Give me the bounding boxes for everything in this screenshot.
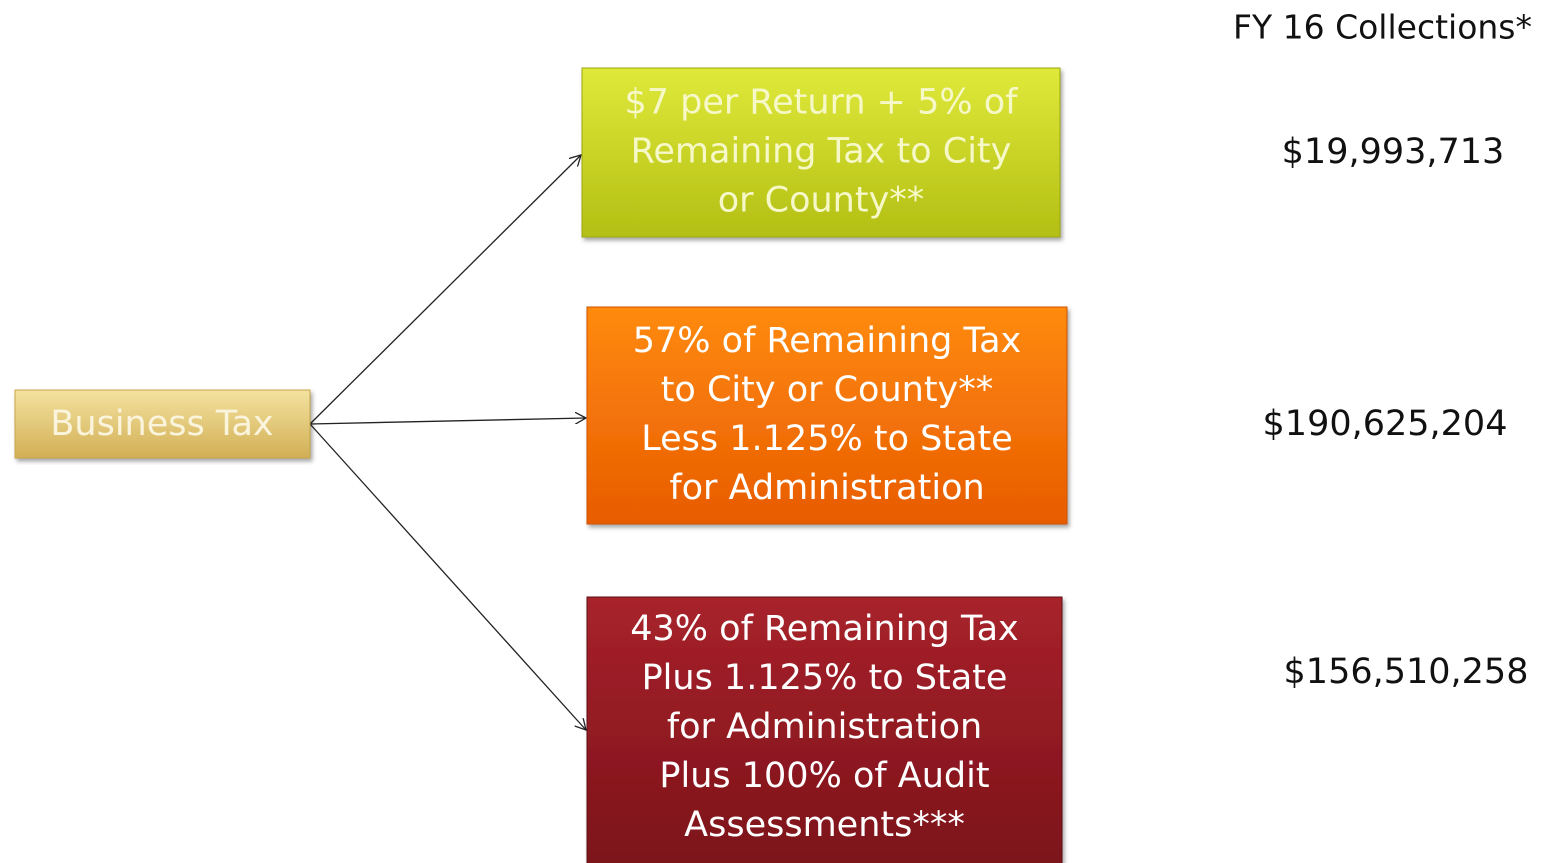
target-box: [586, 596, 1063, 863]
target-label-line: Plus 100% of Audit: [659, 756, 989, 796]
target-label-line: Remaining Tax to City: [631, 132, 1012, 172]
target-label-line: Plus 1.125% to State: [642, 658, 1008, 698]
target-label-line: Assessments***: [684, 805, 965, 845]
arrow: [309, 155, 581, 425]
amount: $190,625,204: [1263, 404, 1508, 444]
target-label-line: 57% of Remaining Tax: [633, 321, 1022, 361]
source-box: [14, 389, 311, 459]
target-label-line: Less 1.125% to State: [641, 419, 1013, 459]
target-label-line: or County**: [718, 181, 925, 221]
target-label-line: to City or County**: [661, 370, 994, 410]
target-label-line: $7 per Return + 5% of: [624, 83, 1018, 123]
header: FY 16 Collections*: [1233, 8, 1532, 47]
target-label-line: 43% of Remaining Tax: [630, 609, 1019, 649]
arrow: [309, 423, 586, 730]
target-box: [586, 306, 1068, 525]
amount: $156,510,258: [1284, 652, 1529, 692]
arrows: [309, 155, 586, 730]
source-label: Business Tax: [50, 404, 273, 444]
arrow: [309, 418, 586, 425]
targets: $7 per Return + 5% of Remaining Tax to Ci…: [581, 67, 1529, 863]
target-label-line: for Administration: [669, 468, 984, 508]
amount: $19,993,713: [1282, 132, 1505, 172]
target-label-line: for Administration: [667, 707, 982, 747]
target-box: [581, 67, 1061, 238]
